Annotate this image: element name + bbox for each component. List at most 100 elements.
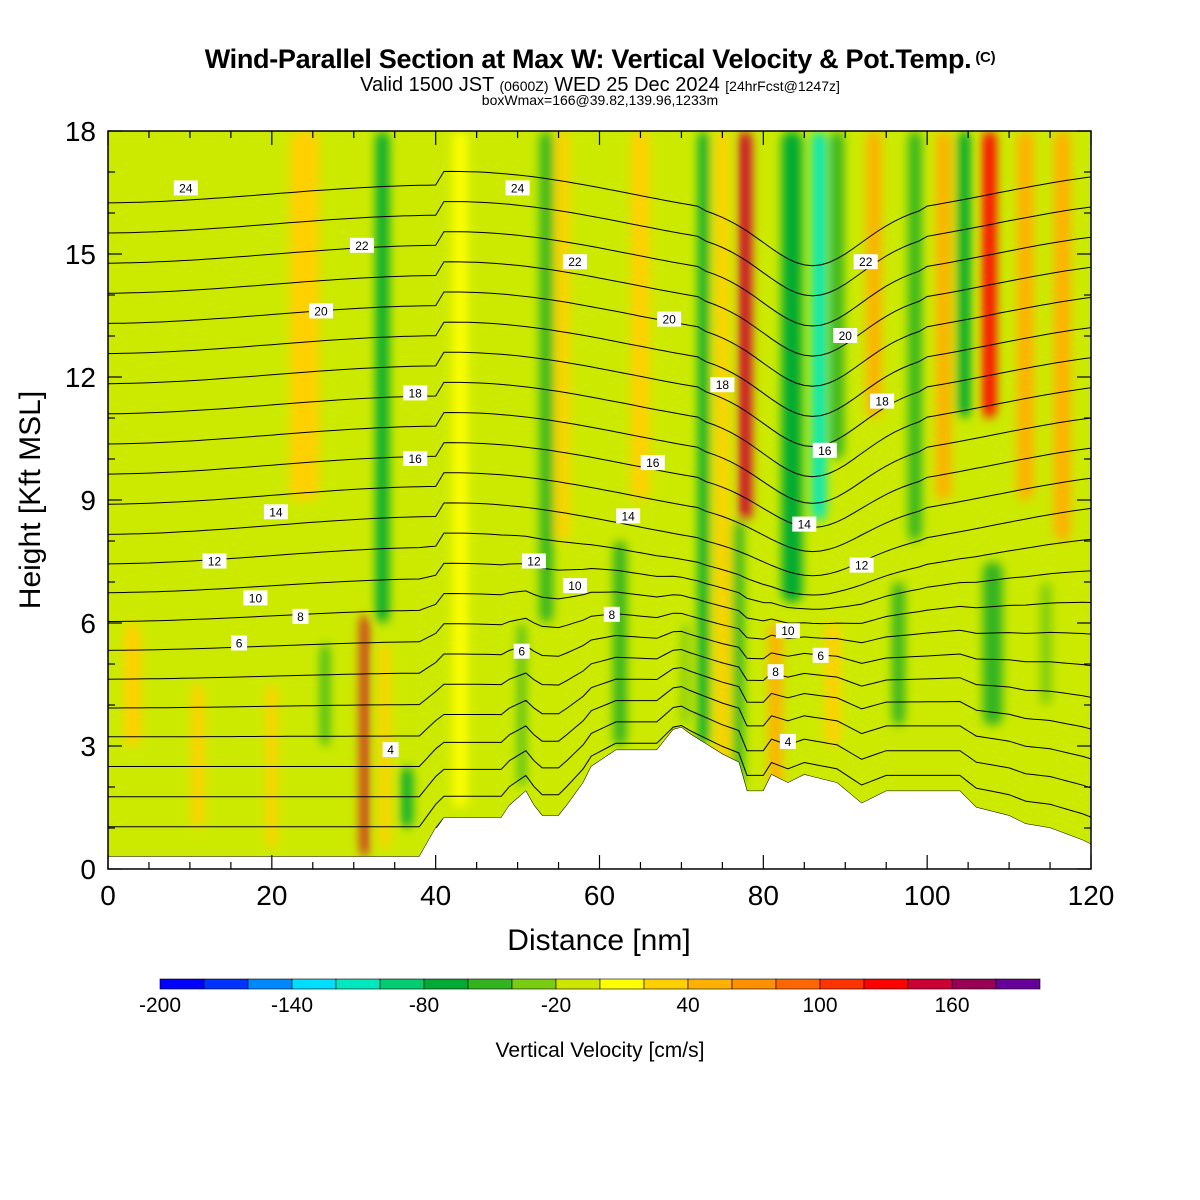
contour-label-10: 4: [387, 743, 394, 757]
x-tick-label: 0: [100, 880, 116, 911]
isentrope-1: [108, 724, 1091, 828]
contour-label-13: 20: [662, 313, 676, 327]
contour-label-26: 12: [855, 559, 869, 573]
contour-label-bg-16: [616, 508, 641, 524]
colorbar-segment-15: [819, 978, 865, 990]
isentrope-15: [108, 381, 1091, 478]
isentrope-10: [108, 532, 1091, 596]
contour-label-bg-8: [292, 608, 309, 624]
contour-label-22: 20: [839, 329, 853, 343]
contour-label-17: 12: [527, 555, 541, 569]
velocity-cell-22: [892, 582, 905, 726]
colorbar-tick-label: 160: [934, 994, 969, 1017]
velocity-cell-6: [518, 623, 525, 787]
x-tick-label: 20: [256, 880, 287, 911]
isentrope-6: [108, 630, 1091, 680]
contour-label-bg-30: [779, 733, 796, 749]
isentrope-17: [108, 321, 1091, 417]
contour-label-bg-14: [710, 377, 735, 393]
velocity-cell-24: [936, 131, 951, 500]
velocity-cell-21: [866, 131, 882, 418]
colorbar-segment-12: [687, 978, 733, 990]
colorbar-segment-1: [203, 978, 249, 990]
contour-label-29: 6: [817, 649, 824, 663]
colorbar-segment-18: [951, 978, 997, 990]
contour-label-bg-24: [812, 442, 837, 458]
contour-label-9: 6: [236, 637, 243, 651]
contour-label-bg-21: [853, 254, 878, 270]
colorbar-segment-0: [159, 978, 205, 990]
velocity-cell-32: [191, 684, 205, 828]
contour-label-19: 8: [608, 608, 615, 622]
velocity-cell-27: [982, 561, 1003, 726]
colorbar-segment-9: [555, 978, 601, 990]
velocity-cell-5: [452, 131, 468, 808]
colorbar-tick-label: 100: [802, 994, 837, 1017]
colorbar: -200 -140 -80 -20 40 100 160: [139, 978, 1041, 1017]
isentrope-3: [108, 686, 1091, 767]
contour-label-11: 24: [511, 181, 525, 195]
isentrope-12: [108, 472, 1091, 553]
y-tick-label: 18: [65, 116, 96, 147]
contour-label-7: 10: [249, 591, 263, 605]
isentrope-16: [108, 351, 1091, 448]
colorbar-segment-2: [247, 978, 293, 990]
velocity-cell-31: [124, 623, 141, 746]
velocity-cell-23: [908, 131, 922, 541]
colorbar-segment-8: [511, 978, 557, 990]
valid-time: Valid 1500 JST: [360, 74, 494, 96]
velocity-cell-16: [769, 623, 783, 787]
contour-label-bg-9: [231, 635, 248, 651]
y-axis-label: Height [Kft MSL]: [14, 391, 47, 609]
contour-label-bg-6: [202, 553, 227, 569]
colorbar-tick-label: -20: [541, 994, 571, 1017]
contour-label-16: 14: [621, 509, 635, 523]
velocity-cell-7: [539, 131, 553, 623]
contour-label-bg-3: [403, 385, 428, 401]
contour-label-bg-7: [243, 590, 268, 606]
copyright-mark: (C): [975, 49, 996, 66]
velocity-cell-12: [681, 623, 690, 726]
forecast-info: [24hrFcst@1247z]: [725, 78, 840, 94]
vertical-velocity-field: [124, 131, 1071, 857]
contour-label-12: 22: [568, 255, 582, 269]
contour-label-bg-23: [870, 393, 895, 409]
x-tick-label: 40: [420, 880, 451, 911]
colorbar-tick-label: -140: [271, 994, 313, 1017]
isentrope-20: [108, 231, 1091, 327]
contour-label-bg-22: [833, 328, 858, 343]
velocity-cell-4: [401, 766, 413, 828]
contour-label-bg-11: [505, 180, 530, 196]
colorbar-segment-4: [335, 978, 381, 990]
chart-subtitle: Valid 1500 JST (0600Z) WED 25 Dec 2024 […: [0, 74, 1200, 97]
isentrope-4: [108, 667, 1091, 738]
colorbar-segment-14: [775, 978, 821, 990]
utc-time: (0600Z): [499, 78, 549, 94]
colorbar-segment-7: [467, 978, 513, 990]
velocity-cell-30: [1054, 131, 1071, 541]
velocity-cell-3: [320, 643, 330, 746]
colorbar-label: Vertical Velocity [cm/s]: [496, 1039, 705, 1062]
contour-label-14: 18: [716, 378, 730, 392]
contour-label-bg-15: [640, 455, 665, 471]
x-tick-label: 80: [748, 880, 779, 911]
velocity-cell-17: [781, 131, 803, 603]
contour-label-8: 8: [297, 610, 304, 624]
x-tick-label: 120: [1068, 880, 1115, 911]
isentrope-21: [108, 201, 1091, 297]
velocity-cell-15: [733, 520, 744, 787]
isentrope-19: [108, 261, 1091, 357]
contour-label-bg-26: [849, 557, 874, 573]
contour-labels: 24 22 20 18 16 14 12 10 8 6 4 24 22 20 18 16 14 12 10 8 6 22 2…: [173, 180, 895, 758]
colorbar-tick-label: -200: [139, 994, 181, 1017]
velocity-cell-10: [631, 131, 650, 500]
contour-label-24: 16: [818, 444, 832, 458]
x-axis-label: Distance [nm]: [507, 924, 690, 957]
isentrope-7: [108, 612, 1091, 651]
colorbar-segment-16: [863, 978, 909, 990]
isentrope-9: [108, 562, 1091, 610]
velocity-cell-1: [375, 131, 389, 623]
contour-label-bg-13: [657, 311, 682, 327]
colorbar-segment-11: [643, 978, 689, 990]
velocity-cell-20: [825, 623, 841, 746]
